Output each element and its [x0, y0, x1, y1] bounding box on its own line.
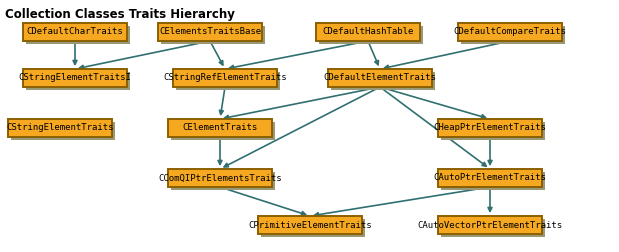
Text: CComQIPtrElementsTraits: CComQIPtrElementsTraits	[158, 173, 282, 182]
Text: CStringElementTraits: CStringElementTraits	[6, 123, 114, 133]
Bar	[441, 122, 545, 140]
Text: CDefaultElementTraits: CDefaultElementTraits	[324, 74, 436, 82]
Bar	[171, 122, 275, 140]
Text: CElementsTraitsBase: CElementsTraitsBase	[159, 27, 261, 37]
Bar	[23, 69, 127, 87]
Bar	[331, 72, 435, 90]
Text: CDefaultCompareTraits: CDefaultCompareTraits	[454, 27, 566, 37]
Text: CHeapPtrElementTraits: CHeapPtrElementTraits	[433, 123, 547, 133]
Bar	[161, 26, 265, 44]
Text: CPrimitiveElementTraits: CPrimitiveElementTraits	[248, 220, 372, 230]
Bar	[158, 23, 262, 41]
Text: CAutoPtrElementTraits: CAutoPtrElementTraits	[433, 173, 547, 182]
Text: CDefaultCharTraits: CDefaultCharTraits	[27, 27, 123, 37]
Bar	[173, 69, 277, 87]
Text: CAutoVectorPtrElementTraits: CAutoVectorPtrElementTraits	[417, 220, 563, 230]
Bar	[458, 23, 562, 41]
Bar	[8, 119, 112, 137]
Bar	[26, 26, 130, 44]
Bar	[441, 219, 545, 237]
Bar	[171, 172, 275, 190]
Bar	[168, 169, 272, 187]
Bar	[168, 119, 272, 137]
Bar	[26, 72, 130, 90]
Bar	[461, 26, 565, 44]
Text: CDefaultHashTable: CDefaultHashTable	[322, 27, 413, 37]
Bar	[438, 119, 542, 137]
Bar	[441, 172, 545, 190]
Bar	[438, 216, 542, 234]
Bar	[438, 169, 542, 187]
Bar	[319, 26, 423, 44]
Text: CStringRefElementTraits: CStringRefElementTraits	[163, 74, 287, 82]
Text: CElementTraits: CElementTraits	[183, 123, 258, 133]
Bar	[316, 23, 420, 41]
Text: Collection Classes Traits Hierarchy: Collection Classes Traits Hierarchy	[5, 8, 235, 21]
Bar	[11, 122, 115, 140]
Bar	[328, 69, 432, 87]
Bar	[176, 72, 280, 90]
Bar	[261, 219, 365, 237]
Text: CStringElementTraitsI: CStringElementTraitsI	[19, 74, 131, 82]
Bar	[23, 23, 127, 41]
Bar	[258, 216, 362, 234]
